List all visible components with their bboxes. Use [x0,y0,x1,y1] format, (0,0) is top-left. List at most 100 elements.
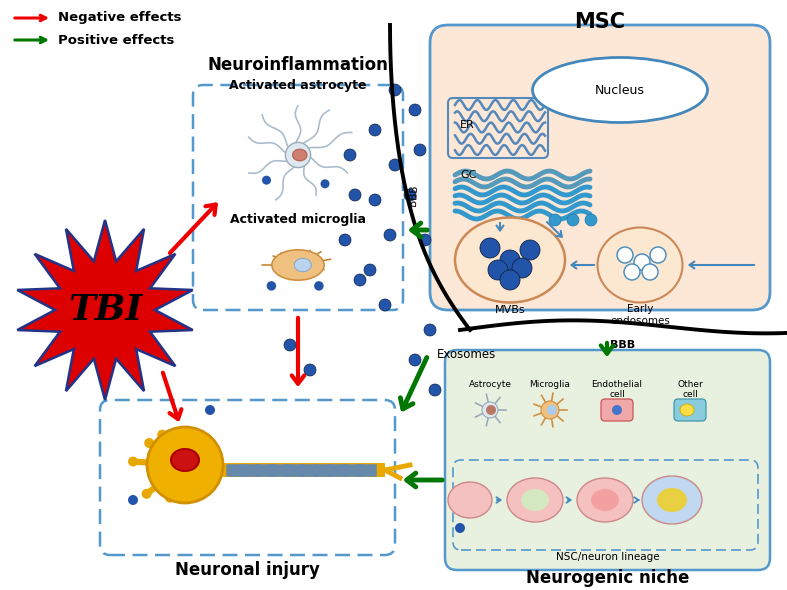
Ellipse shape [577,478,633,522]
FancyBboxPatch shape [193,85,403,310]
Circle shape [642,264,658,280]
Circle shape [165,493,175,503]
Circle shape [650,247,666,263]
Circle shape [389,159,401,171]
Ellipse shape [171,449,199,471]
Circle shape [150,466,161,476]
Circle shape [314,281,323,291]
Ellipse shape [286,142,311,168]
Text: MVBs: MVBs [495,305,525,315]
Circle shape [304,364,316,376]
Ellipse shape [448,482,492,518]
Circle shape [349,189,361,201]
FancyBboxPatch shape [100,400,395,555]
Ellipse shape [521,489,549,511]
Circle shape [414,144,426,156]
Circle shape [624,264,640,280]
Ellipse shape [597,228,682,303]
Polygon shape [17,220,193,400]
Circle shape [480,238,500,258]
Text: Activated microglia: Activated microglia [230,214,366,227]
Circle shape [364,264,376,276]
Text: BBB: BBB [408,184,419,206]
Circle shape [409,104,421,116]
Circle shape [142,489,152,499]
Text: ER: ER [460,120,475,130]
Ellipse shape [533,57,708,123]
Circle shape [547,405,557,415]
Ellipse shape [507,478,563,522]
Text: Exosomes: Exosomes [437,349,497,362]
Text: Positive effects: Positive effects [58,34,175,47]
Text: Microglia: Microglia [530,380,571,389]
Circle shape [520,240,540,260]
Circle shape [171,430,180,440]
Ellipse shape [294,258,312,271]
FancyBboxPatch shape [674,399,706,421]
Circle shape [500,270,520,290]
Text: MSC: MSC [575,12,626,32]
Ellipse shape [272,250,324,280]
Circle shape [379,299,391,311]
Circle shape [455,523,465,533]
Circle shape [262,176,271,185]
Circle shape [541,401,559,419]
Circle shape [344,149,356,161]
Circle shape [384,229,396,241]
Circle shape [389,84,401,96]
Ellipse shape [455,218,565,303]
Circle shape [482,402,498,418]
Circle shape [144,438,154,448]
Circle shape [183,432,192,442]
Circle shape [284,339,296,351]
Text: TBI: TBI [68,293,142,327]
Circle shape [339,234,351,246]
Text: Activated astrocyte: Activated astrocyte [229,78,367,91]
Circle shape [162,451,172,461]
Circle shape [157,430,167,440]
Ellipse shape [293,149,307,161]
Circle shape [128,495,138,505]
Circle shape [585,214,597,226]
Text: Negative effects: Negative effects [58,11,182,25]
Circle shape [369,124,381,136]
Circle shape [634,254,650,270]
Text: Early
endosomes: Early endosomes [610,304,670,326]
Circle shape [369,194,381,206]
Text: Nucleus: Nucleus [595,84,645,97]
Circle shape [205,405,215,415]
Circle shape [267,281,276,291]
Ellipse shape [591,489,619,511]
Circle shape [488,260,508,280]
Circle shape [404,189,416,201]
Text: NSC/neuron lineage: NSC/neuron lineage [556,552,660,562]
Circle shape [186,485,196,495]
Text: Astrocyte: Astrocyte [468,380,512,389]
Circle shape [354,274,366,286]
Text: Endothelial
cell: Endothelial cell [592,380,642,399]
Circle shape [419,234,431,246]
Circle shape [486,405,496,415]
Text: Neuronal injury: Neuronal injury [175,561,320,579]
FancyBboxPatch shape [430,25,770,310]
FancyBboxPatch shape [601,399,633,421]
Circle shape [164,475,174,485]
Circle shape [617,247,633,263]
Text: Other
cell: Other cell [677,380,703,399]
Text: Neurogenic niche: Neurogenic niche [526,569,689,587]
Text: BBB: BBB [610,340,635,350]
Ellipse shape [642,476,702,524]
Circle shape [429,384,441,396]
Ellipse shape [657,488,687,512]
FancyBboxPatch shape [445,350,770,570]
Circle shape [612,405,622,415]
Circle shape [512,258,532,278]
Circle shape [409,354,421,366]
Circle shape [567,214,579,226]
Circle shape [128,457,138,467]
Circle shape [500,250,520,270]
Circle shape [176,490,186,500]
Text: GC: GC [460,170,476,180]
Circle shape [549,214,561,226]
Circle shape [424,324,436,336]
